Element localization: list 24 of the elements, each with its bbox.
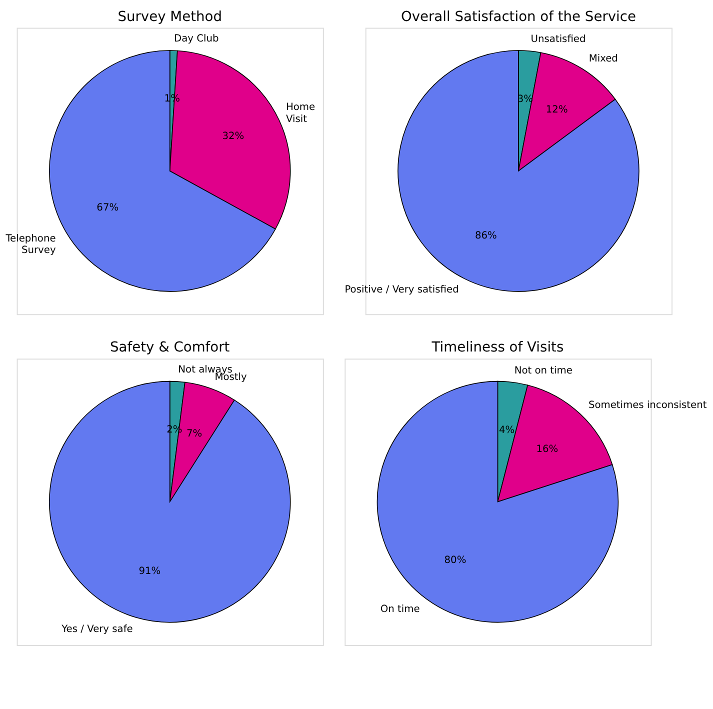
slice-label: Mixed bbox=[588, 54, 618, 65]
chart-title: Timeliness of Visits bbox=[430, 340, 564, 356]
slice-label: Unsatisfied bbox=[530, 34, 586, 45]
slice-label: Telephone Survey bbox=[4, 233, 56, 256]
slice-label: Yes / Very safe bbox=[60, 624, 133, 636]
data-label: 16% bbox=[536, 444, 558, 456]
slice-label: Not on time bbox=[514, 365, 572, 376]
pie-slice bbox=[48, 380, 291, 623]
data-label: 4% bbox=[498, 425, 515, 436]
chart-title: Safety & Comfort bbox=[110, 340, 230, 356]
data-label: 91% bbox=[138, 566, 161, 578]
slice-label: On time bbox=[380, 604, 420, 615]
slice-label: Home Visit bbox=[286, 102, 316, 125]
slice-label: Sometimes inconsistent bbox=[588, 400, 707, 412]
data-label: 80% bbox=[444, 555, 466, 566]
chart-title: Overall Satisfaction of the Service bbox=[400, 8, 636, 25]
chart-title: Survey Method bbox=[118, 8, 222, 25]
data-label: 7% bbox=[186, 428, 202, 440]
data-label: 67% bbox=[96, 202, 119, 214]
data-label: 86% bbox=[474, 230, 497, 242]
data-label: 32% bbox=[222, 131, 244, 142]
slice-label: Day Club bbox=[174, 33, 219, 44]
slice-label: Positive / Very satisfied bbox=[344, 284, 459, 296]
data-label: 12% bbox=[546, 104, 568, 116]
